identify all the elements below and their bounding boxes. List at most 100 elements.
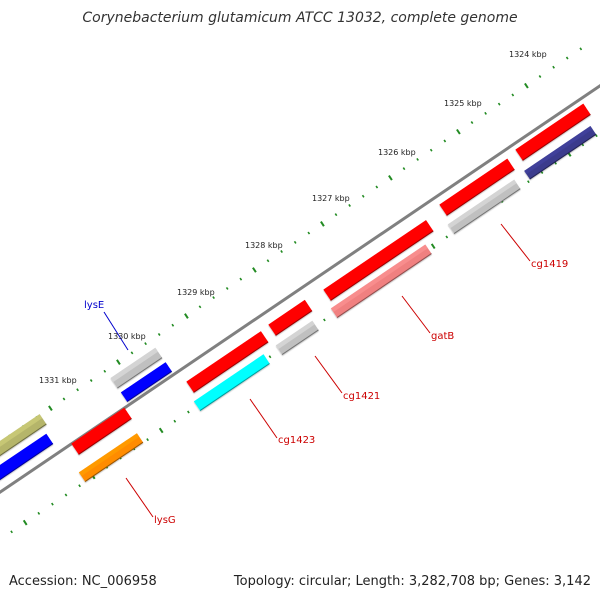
scale-tick	[595, 134, 598, 138]
gene-feature[interactable]	[268, 299, 313, 336]
scale-tick	[173, 419, 177, 423]
gene-feature[interactable]	[120, 362, 173, 403]
gene-feature-highlight	[110, 347, 158, 382]
gene-feature[interactable]	[0, 433, 54, 484]
gene-feature[interactable]	[71, 407, 132, 455]
gene-feature-body[interactable]	[275, 320, 319, 355]
gene-feature[interactable]	[447, 179, 521, 235]
gene-feature-highlight	[78, 433, 140, 477]
gene-feature-body[interactable]	[524, 126, 596, 180]
gene-feature-body[interactable]	[0, 414, 47, 460]
scale-tick	[64, 493, 68, 497]
scale-tick	[484, 111, 487, 115]
gene-feature-edge	[0, 423, 47, 457]
label-leaders	[103, 223, 531, 518]
tick-label: 1328 kbp	[245, 241, 283, 250]
gene-feature[interactable]	[524, 126, 597, 180]
gene-feature-body[interactable]	[78, 433, 143, 482]
gene-feature-highlight	[268, 299, 308, 329]
scale-tick	[443, 139, 447, 143]
gene-feature-edge	[330, 230, 434, 301]
scale-tick	[62, 397, 66, 401]
gene-feature-highlight	[186, 331, 264, 386]
gene-feature-edge	[84, 441, 144, 483]
gene-feature-highlight	[330, 244, 428, 313]
gene-feature-body[interactable]	[110, 347, 163, 388]
scale-tick	[266, 259, 270, 263]
scale-tick	[320, 221, 325, 227]
gene-feature[interactable]	[515, 103, 591, 161]
scale-tick	[37, 511, 41, 515]
gene-feature[interactable]	[0, 414, 47, 460]
gene-feature-body[interactable]	[515, 103, 591, 161]
gene-feature-body[interactable]	[323, 220, 434, 301]
gene-label-cg1419[interactable]: cg1419	[531, 259, 568, 270]
gene-feature-edge	[117, 357, 163, 389]
gene-feature-highlight	[447, 179, 517, 229]
gene-feature-highlight	[515, 103, 587, 154]
gene-feature[interactable]	[439, 158, 515, 216]
gene-feature[interactable]	[275, 320, 319, 356]
gene-feature-highlight	[524, 126, 593, 175]
tick-label: 1329 kbp	[177, 288, 215, 297]
label-leader-line	[249, 398, 278, 439]
scale-tick	[130, 351, 134, 355]
scale-tick	[116, 359, 121, 365]
scale-tick	[565, 56, 569, 60]
scale-tick	[334, 213, 338, 217]
gene-feature-body[interactable]	[120, 362, 172, 402]
gene-feature-body[interactable]	[0, 433, 53, 484]
scale-tick	[402, 167, 406, 171]
scale-tick	[416, 157, 419, 161]
scale-tick	[579, 47, 583, 51]
gene-feature-highlight	[120, 362, 169, 397]
scale-tick	[187, 410, 190, 414]
scale-tick	[184, 313, 189, 319]
scale-tick	[470, 121, 474, 125]
gene-feature[interactable]	[193, 354, 270, 412]
tick-label: 1326 kbp	[378, 148, 416, 157]
label-leader-line	[401, 295, 431, 334]
gene-label-gatb[interactable]: gatB	[431, 331, 454, 342]
gene-feature[interactable]	[323, 220, 434, 301]
feature-track	[0, 103, 597, 484]
gene-label-lysg[interactable]: lysG	[154, 515, 176, 526]
scale-tick	[239, 277, 243, 281]
gene-feature[interactable]	[186, 331, 269, 393]
gene-feature-body[interactable]	[447, 179, 521, 234]
gene-feature-edge	[193, 341, 269, 393]
gene-feature-body[interactable]	[330, 244, 432, 318]
gene-labels: cg1419 gatB cg1421 cg1423 lysG lysE	[84, 259, 568, 526]
scale-tick	[103, 369, 107, 373]
label-leader-line	[314, 355, 343, 394]
label-leader-line	[500, 223, 531, 262]
gene-feature-body[interactable]	[186, 331, 269, 393]
scale-tick	[158, 427, 164, 434]
scale-tick	[171, 323, 175, 327]
accession-text: Accession: NC_006958	[9, 574, 157, 589]
gene-feature-body[interactable]	[193, 354, 270, 411]
scale-tick	[388, 175, 393, 181]
gene-label-lyse[interactable]: lysE	[84, 300, 104, 311]
scale-tick	[323, 318, 326, 322]
gene-feature-highlight	[275, 320, 315, 350]
gene-feature-body[interactable]	[439, 158, 515, 216]
gene-feature-body[interactable]	[71, 407, 132, 455]
label-leader-line	[125, 477, 154, 518]
gene-feature-edge	[522, 113, 591, 161]
gene-label-cg1421[interactable]: cg1421	[343, 391, 380, 402]
scale-tick	[146, 438, 149, 442]
tick-label: 1327 kbp	[312, 194, 350, 203]
gene-label-cg1423[interactable]: cg1423	[278, 435, 315, 446]
gene-feature[interactable]	[78, 433, 144, 483]
gene-feature-highlight	[71, 407, 128, 448]
gene-feature[interactable]	[330, 244, 432, 319]
tick-label: 1331 kbp	[39, 376, 77, 385]
gene-feature-highlight	[439, 158, 511, 209]
gene-feature[interactable]	[110, 347, 163, 389]
scale-tick	[293, 240, 297, 244]
scale-tick	[497, 102, 501, 106]
gene-feature-edge	[453, 188, 521, 235]
gene-feature-body[interactable]	[268, 299, 313, 336]
gene-feature-edge	[446, 168, 515, 216]
